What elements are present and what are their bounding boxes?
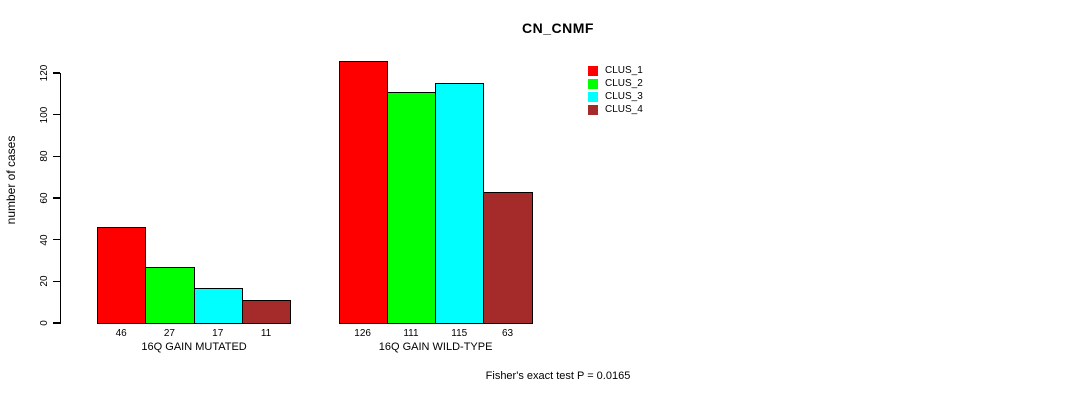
legend-label: CLUS_3 xyxy=(605,91,643,102)
y-tick-label: 80 xyxy=(39,150,50,162)
bar-value-label: 27 xyxy=(163,328,175,339)
legend-swatch xyxy=(588,66,598,76)
y-axis-line xyxy=(59,73,61,324)
bar-clus_1-group1 xyxy=(97,227,147,324)
y-tick-label: 60 xyxy=(39,192,50,204)
legend-label: CLUS_1 xyxy=(605,65,643,76)
y-tick xyxy=(52,114,60,116)
legend-swatch xyxy=(588,92,598,102)
bar-clus_2-group1 xyxy=(145,266,195,324)
legend-item: CLUS_2 xyxy=(588,79,643,89)
legend: CLUS_1 CLUS_2 CLUS_3 CLUS_4 xyxy=(588,66,643,118)
bar-value-label: 46 xyxy=(115,328,127,339)
y-tick xyxy=(52,322,60,324)
y-tick xyxy=(52,197,60,199)
bar-clus_3-group1 xyxy=(193,287,243,324)
bar-value-label: 11 xyxy=(260,328,272,339)
bar-value-label: 63 xyxy=(501,328,514,339)
bar-clus_2-group2 xyxy=(386,91,437,324)
legend-swatch xyxy=(588,79,598,89)
legend-swatch xyxy=(588,105,598,115)
bar-value-label: 115 xyxy=(451,328,468,339)
bar-value-label: 111 xyxy=(403,328,419,339)
legend-label: CLUS_4 xyxy=(605,104,643,115)
bar-value-label: 17 xyxy=(212,328,224,339)
bar-value-label: 126 xyxy=(354,328,371,339)
legend-label: CLUS_2 xyxy=(605,78,643,89)
y-tick xyxy=(52,280,60,282)
legend-item: CLUS_4 xyxy=(588,105,643,115)
y-tick-label: 0 xyxy=(39,320,50,326)
y-tick-label: 100 xyxy=(39,106,50,123)
legend-item: CLUS_3 xyxy=(588,92,643,102)
y-tick xyxy=(52,239,60,241)
bar-clus_4-group1 xyxy=(241,300,292,324)
y-tick xyxy=(52,155,60,157)
group-label: 16Q GAIN MUTATED xyxy=(141,341,247,353)
bar-clus_4-group2 xyxy=(483,191,533,324)
y-tick-label: 20 xyxy=(39,275,50,287)
legend-item: CLUS_1 xyxy=(588,66,643,76)
group-label: 16Q GAIN WILD-TYPE xyxy=(378,341,493,353)
y-tick xyxy=(52,72,60,74)
y-tick-label: 40 xyxy=(39,234,50,246)
bar-clus_1-group2 xyxy=(338,60,388,324)
chart-title: CN_CNMF xyxy=(522,20,594,36)
y-tick-label: 120 xyxy=(39,64,50,82)
bar-clus_3-group2 xyxy=(435,83,485,324)
annotation-text: Fisher's exact test P = 0.0165 xyxy=(485,370,631,382)
